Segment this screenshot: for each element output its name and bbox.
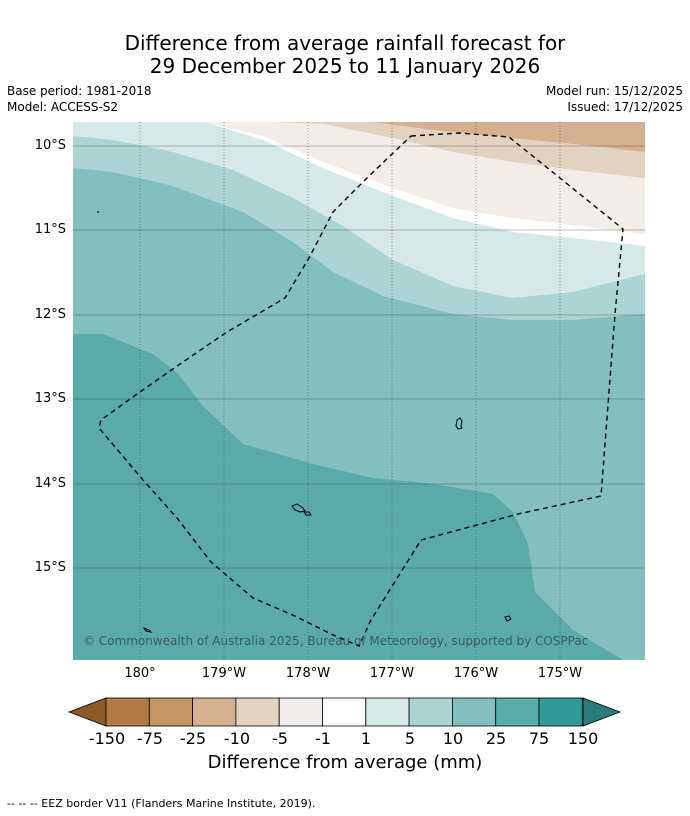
model-run: Model run: 15/12/2025 <box>545 84 683 98</box>
colorbar-extend-low <box>68 697 107 727</box>
map-title-line1: Difference from average rainfall forecas… <box>124 31 566 55</box>
lat-label-14s: 14°S <box>34 476 66 491</box>
island-futuna <box>291 503 306 513</box>
colorbar-label: 75 <box>528 729 550 748</box>
colorbar-label: -5 <box>272 729 288 748</box>
colorbar-cell <box>148 697 194 727</box>
colorbar-cell <box>408 697 453 727</box>
colorbar-cell <box>322 697 367 727</box>
band-wet-25-to-75 <box>73 334 623 660</box>
colorbar <box>68 697 622 727</box>
colorbar-label: -75 <box>136 729 164 748</box>
island-dot <box>97 211 99 213</box>
band-dry-10-to-25 <box>373 122 645 152</box>
colorbar-cell <box>495 697 540 727</box>
island-small-south <box>504 615 512 622</box>
lat-label-15s: 15°S <box>34 560 66 575</box>
colorbar-label: 150 <box>567 729 599 748</box>
map-title-line2: 29 December 2025 to 11 January 2026 <box>149 54 541 78</box>
colorbar-cell <box>365 697 410 727</box>
colorbar-label: 1 <box>360 729 372 748</box>
issued-date: Issued: 17/12/2025 <box>567 100 683 114</box>
colorbar-extend-high <box>582 697 622 727</box>
colorbar-label: 10 <box>442 729 464 748</box>
base-period: Base period: 1981-2018 <box>7 84 152 98</box>
colorbar-title: Difference from average (mm) <box>207 752 483 773</box>
lon-label-175w: 175°W <box>537 666 583 681</box>
lon-label-176w: 176°W <box>453 666 499 681</box>
lon-label-177w: 177°W <box>369 666 415 681</box>
colorbar-label: 5 <box>404 729 416 748</box>
colorbar-label: -1 <box>315 729 331 748</box>
lon-label-179w: 179°W <box>201 666 247 681</box>
lat-label-11s: 11°S <box>34 222 66 237</box>
colorbar-label: -25 <box>179 729 207 748</box>
colorbar-cells <box>105 697 583 727</box>
lat-label-12s: 12°S <box>34 307 66 322</box>
island-alofi <box>303 511 312 516</box>
eez-legend-footnote: -- -- -- EEZ border V11 (Flanders Marine… <box>7 797 316 810</box>
lat-label-13s: 13°S <box>34 391 66 406</box>
rainfall-map: © Commonwealth of Australia 2025, Bureau… <box>73 122 645 660</box>
lon-label-178w: 178°W <box>285 666 331 681</box>
colorbar-label: -10 <box>223 729 251 748</box>
colorbar-cell <box>538 697 583 727</box>
model-name: Model: ACCESS-S2 <box>7 100 119 114</box>
colorbar-cell <box>105 697 150 727</box>
colorbar-cell <box>278 697 323 727</box>
lon-label-180: 180° <box>124 666 156 681</box>
colorbar-cell <box>451 697 497 727</box>
island-small-west <box>142 626 153 633</box>
latitude-gridlines <box>73 145 645 569</box>
colorbar-cell <box>235 697 280 727</box>
copyright-text: © Commonwealth of Australia 2025, Bureau… <box>83 634 588 648</box>
island-wallis <box>455 417 463 430</box>
lat-label-10s: 10°S <box>34 138 66 153</box>
colorbar-label: -150 <box>88 729 126 748</box>
colorbar-label: 25 <box>485 729 507 748</box>
colorbar-cell <box>192 697 237 727</box>
eez-border <box>98 132 624 647</box>
